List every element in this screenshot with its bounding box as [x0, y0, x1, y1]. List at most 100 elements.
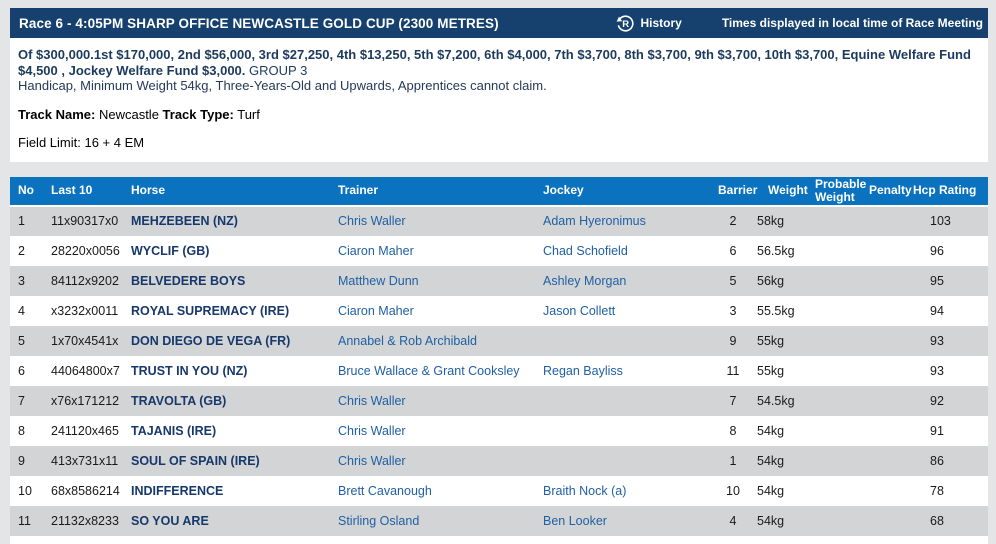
horse-link[interactable]: SO YOU ARE	[123, 505, 330, 536]
group-label: GROUP 3	[249, 62, 308, 78]
horse-link[interactable]: TRAVOLTA (GB)	[123, 385, 330, 416]
jockey-link[interactable]: Ashley Morgan	[535, 265, 713, 296]
header-barrier: Barrier	[713, 176, 757, 207]
cell-weight: 55kg	[753, 355, 811, 386]
table-row: 5 1x70x4541x DON DIEGO DE VEGA (FR) Annabel…	[10, 325, 988, 356]
table-row: 11 21132x8233 SO YOU ARE Stirling Osland Ben…	[10, 505, 988, 536]
header-no: No	[10, 176, 43, 207]
cell-no: 9	[10, 445, 43, 476]
track-name-value: Newcastle	[98, 106, 159, 122]
cell-penalty	[863, 355, 909, 386]
jockey-link[interactable]: Regan Bayliss	[535, 355, 713, 386]
cell-weight: 54kg	[753, 505, 811, 536]
cell-last10: 413x731x11	[43, 445, 123, 476]
horse-link[interactable]: SOUL OF SPAIN (IRE)	[123, 445, 330, 476]
horse-link[interactable]: MEHZEBEEN (NZ)	[123, 205, 330, 236]
cell-barrier: 3	[713, 295, 753, 326]
cell-hcp-rating: 78	[909, 475, 988, 506]
cell-last10: 68x8586214	[43, 475, 123, 506]
track-type-value: Turf	[237, 106, 260, 122]
field-limit-label: Field Limit:	[18, 134, 81, 150]
horse-link[interactable]: BELVEDERE BOYS	[123, 265, 330, 296]
table-row: 9 413x731x11 SOUL OF SPAIN (IRE) Chris Wall…	[10, 445, 988, 476]
trainer-link[interactable]: Chris Waller	[330, 415, 535, 446]
history-button[interactable]: R History	[616, 14, 682, 33]
trainer-link[interactable]: Matthew Dunn	[330, 265, 535, 296]
cell-hcp-rating: 94	[909, 295, 988, 326]
cell-probable-weight	[811, 355, 863, 386]
cell-hcp-rating: 92	[909, 385, 988, 416]
trainer-link[interactable]: Brett Cavanough	[330, 475, 535, 506]
header-weight: Weight	[753, 176, 811, 207]
race-conditions: Handicap, Minimum Weight 54kg, Three-Yea…	[18, 78, 547, 93]
trainer-link[interactable]: Chris Waller	[330, 445, 535, 476]
cell-weight: 55.5kg	[753, 295, 811, 326]
cell-penalty	[863, 235, 909, 266]
cell-hcp-rating: 93	[909, 325, 988, 356]
jockey-link[interactable]: Braith Nock (a)	[535, 475, 713, 506]
jockey-link[interactable]: Ben Looker	[535, 505, 713, 536]
cell-probable-weight	[811, 415, 863, 446]
horse-link[interactable]: ROYAL SUPREMACY (IRE)	[123, 295, 330, 326]
cell-barrier: 7	[713, 385, 753, 416]
header-horse: Horse	[123, 176, 330, 207]
table-row: 3 84112x9202 BELVEDERE BOYS Matthew Dunn Ash…	[10, 265, 988, 296]
jockey-link	[535, 445, 713, 476]
jockey-link[interactable]: Chad Schofield	[535, 235, 713, 266]
cell-last10: x76x171212	[43, 385, 123, 416]
horse-link[interactable]: TAJANIS (IRE)	[123, 415, 330, 446]
cell-hcp-rating: 93	[909, 355, 988, 386]
table-row: 2 28220x0056 WYCLIF (GB) Ciaron Maher Chad S…	[10, 235, 988, 266]
cell-probable-weight	[811, 445, 863, 476]
horse-link[interactable]: INDIFFERENCE	[123, 475, 330, 506]
trainer-link[interactable]: Bruce Wallace & Grant Cooksley	[330, 355, 535, 386]
cell-probable-weight	[811, 205, 863, 236]
prize-money: Of $300,000.1st $170,000, 2nd $56,000, 3…	[18, 47, 971, 78]
jockey-link	[535, 325, 713, 356]
cell-no: 7	[10, 385, 43, 416]
cell-weight: 56kg	[753, 265, 811, 296]
cell-weight: 54kg	[753, 445, 811, 476]
jockey-link[interactable]: Jason Collett	[535, 295, 713, 326]
cell-barrier: 5	[713, 265, 753, 296]
cell-no: 5	[10, 325, 43, 356]
cell-no: 10	[10, 475, 43, 506]
history-refresh-icon: R	[616, 14, 635, 33]
race-title-bar: Race 6 - 4:05PM SHARP OFFICE NEWCASTLE G…	[10, 8, 988, 38]
svg-text:R: R	[623, 19, 630, 30]
cell-barrier: 4	[713, 505, 753, 536]
cell-weight: 58kg	[753, 205, 811, 236]
header-penalty: Penalty	[863, 176, 912, 207]
header-hcp-rating: Hcp Rating	[909, 176, 988, 207]
cell-last10: 241120x465	[43, 415, 123, 446]
cell-weight: 54kg	[753, 475, 811, 506]
jockey-link[interactable]: Adam Hyeronimus	[535, 205, 713, 236]
trainer-link[interactable]: Chris Waller	[330, 385, 535, 416]
field-limit-value: 16 + 4 EM	[84, 134, 145, 150]
section-gap	[10, 162, 988, 177]
trainer-link[interactable]: Ciaron Maher	[330, 235, 535, 266]
cell-barrier: 11	[713, 355, 753, 386]
cell-penalty	[863, 295, 909, 326]
race-title: Race 6 - 4:05PM SHARP OFFICE NEWCASTLE G…	[19, 15, 499, 31]
cell-weight: 55kg	[753, 325, 811, 356]
table-row: 7 x76x171212 TRAVOLTA (GB) Chris Waller 7 54.…	[10, 385, 988, 416]
cell-penalty	[863, 385, 909, 416]
cell-last10: 28220x0056	[43, 235, 123, 266]
cell-penalty	[863, 415, 909, 446]
table-row: 1 11x90317x0 MEHZEBEEN (NZ) Chris Waller Ada…	[10, 205, 988, 236]
trainer-link[interactable]: Chris Waller	[330, 205, 535, 236]
trainer-link[interactable]: Stirling Osland	[330, 505, 535, 536]
cell-last10: 84112x9202	[43, 265, 123, 296]
cell-weight: 54kg	[753, 415, 811, 446]
table-header-row: No Last 10 Horse Trainer Jockey Barrier …	[10, 176, 988, 207]
cell-hcp-rating: 96	[909, 235, 988, 266]
horse-link[interactable]: TRUST IN YOU (NZ)	[123, 355, 330, 386]
trainer-link[interactable]: Ciaron Maher	[330, 295, 535, 326]
jockey-link	[535, 385, 713, 416]
horse-link[interactable]: WYCLIF (GB)	[123, 235, 330, 266]
cell-weight: 56.5kg	[753, 235, 811, 266]
horse-link[interactable]: DON DIEGO DE VEGA (FR)	[123, 325, 330, 356]
times-note: Times displayed in local time of Race Me…	[721, 16, 983, 30]
trainer-link[interactable]: Annabel & Rob Archibald	[330, 325, 535, 356]
